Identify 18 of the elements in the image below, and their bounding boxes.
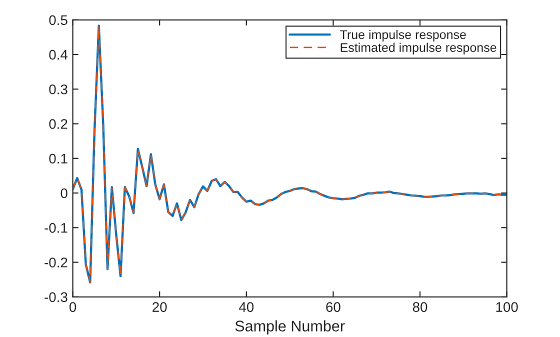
y-tick-label: -0.2 [44, 258, 68, 268]
x-tick-label: 40 [238, 302, 254, 312]
y-tick-label: 0.4 [49, 50, 68, 60]
y-tick-label: 0 [60, 188, 68, 198]
y-tick-label: 0.5 [49, 15, 68, 26]
y-tick-label: -0.1 [44, 222, 68, 233]
y-tick-label: -0.3 [44, 292, 68, 302]
x-tick-label: 60 [326, 302, 340, 312]
x-tick-label: 20 [152, 302, 167, 312]
y-tick-label: 0.3 [49, 84, 68, 94]
y-tick-label: 0.1 [49, 154, 68, 164]
x-tick-label: 100 [496, 302, 518, 312]
y-tick-label: 0.2 [49, 119, 68, 129]
x-axis-title: Sample Number [235, 320, 345, 334]
x-tick-label: 80 [412, 302, 428, 312]
legend-label: True impulse response [340, 30, 466, 42]
x-tick-label: 0 [69, 302, 76, 312]
legend-label: Estimated impulse response [340, 42, 496, 54]
